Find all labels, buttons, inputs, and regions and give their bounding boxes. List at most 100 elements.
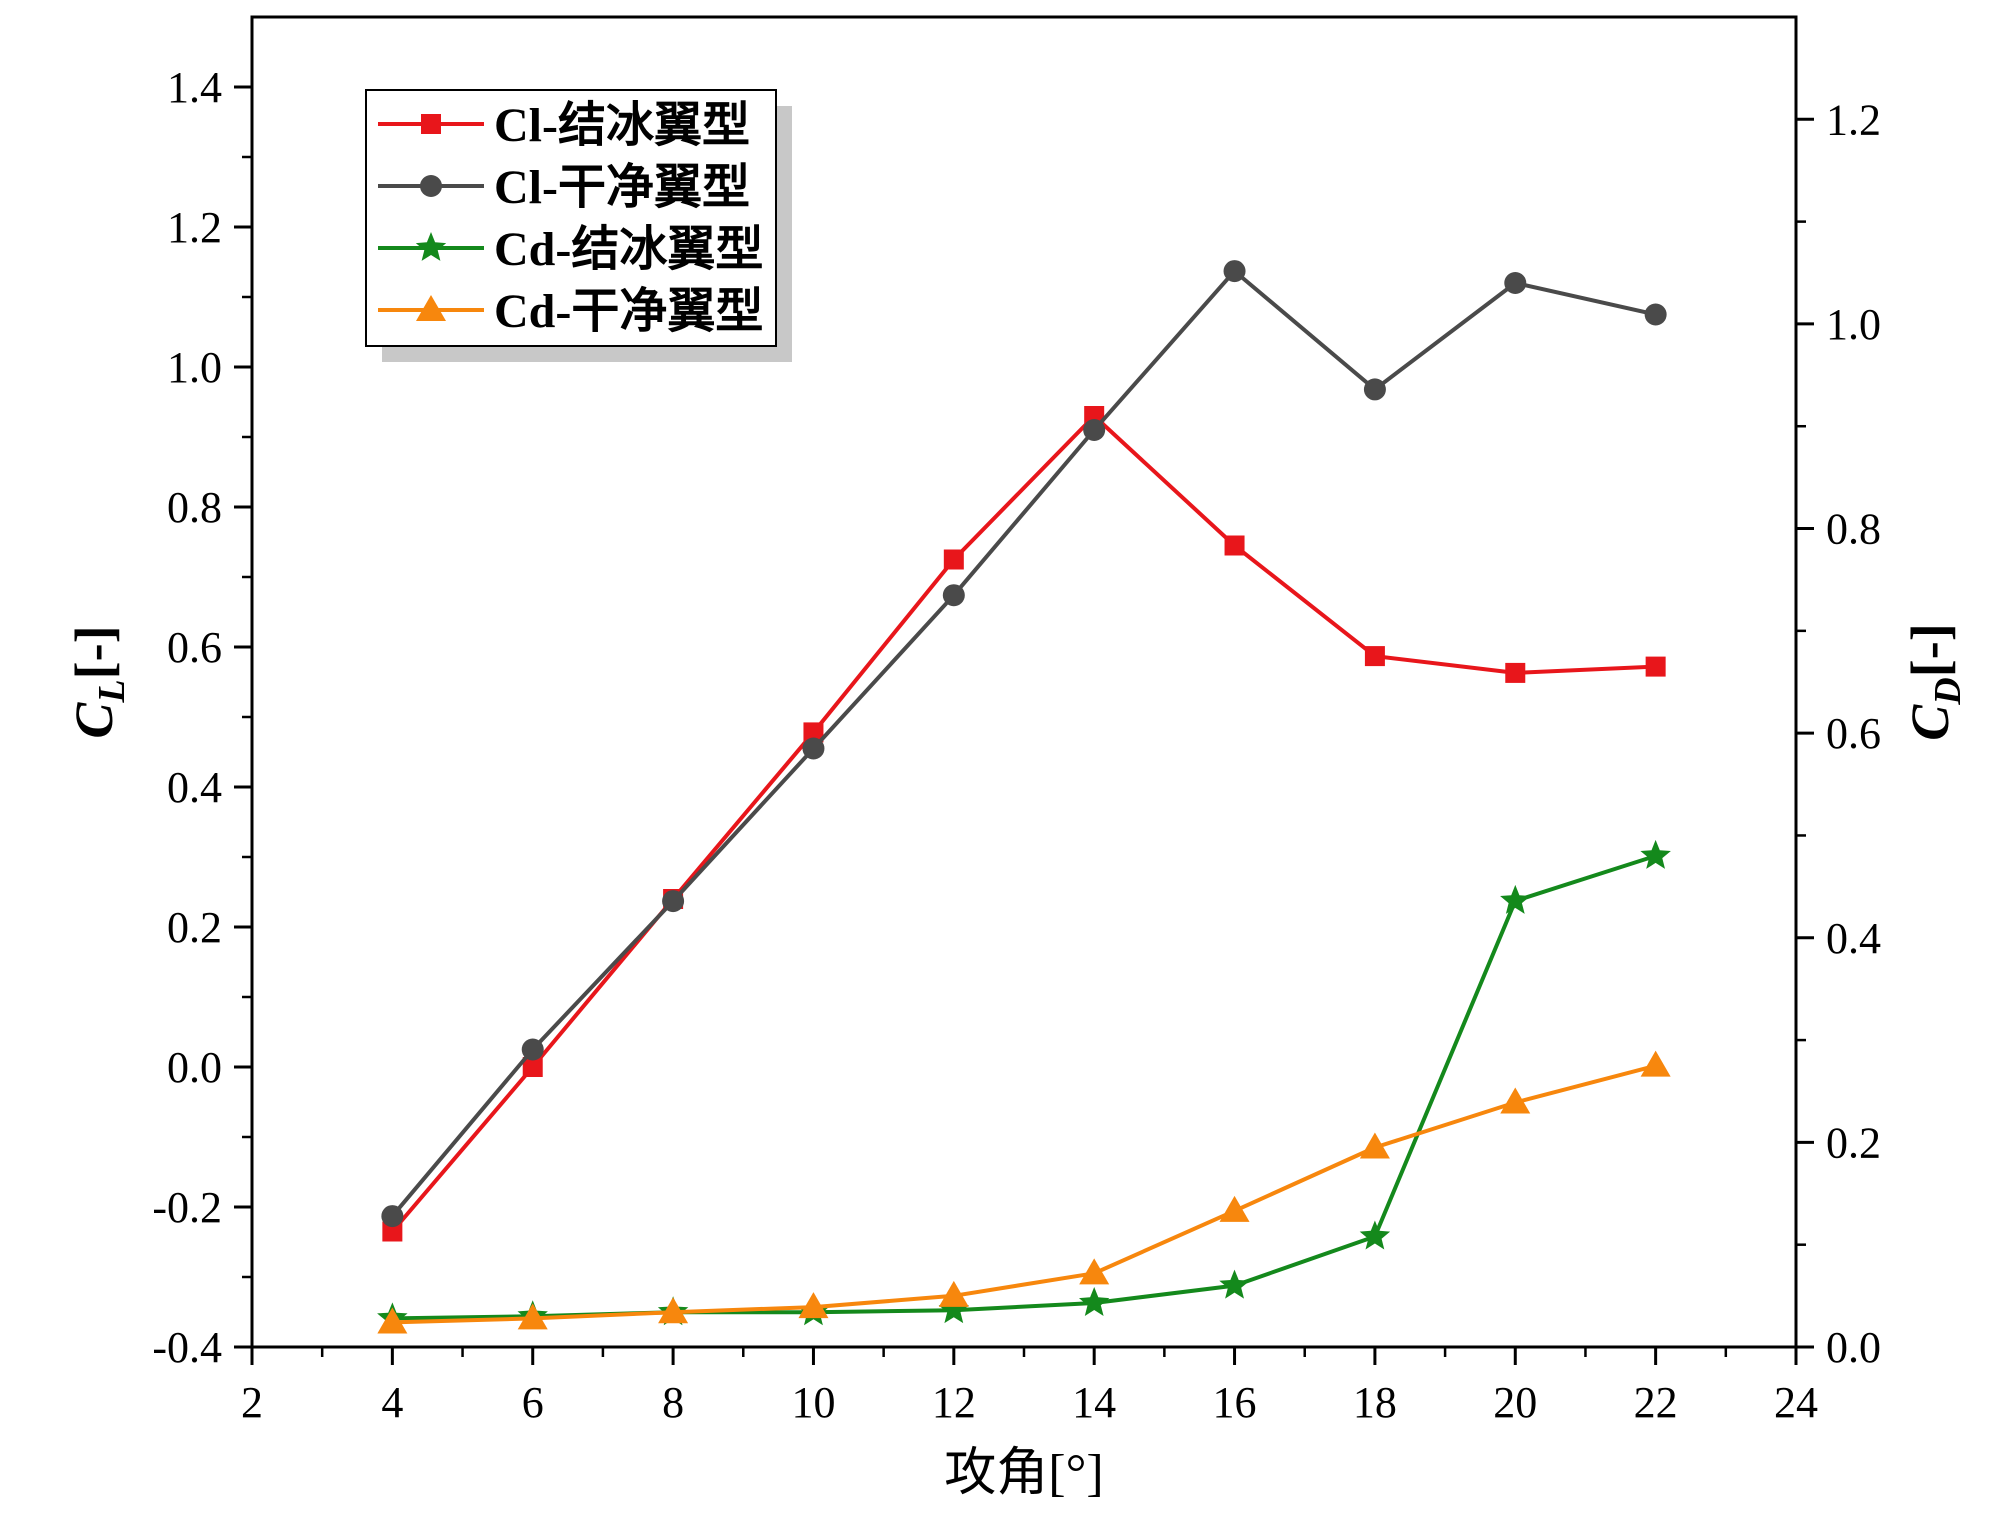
data-point bbox=[803, 722, 824, 743]
x-tick-label: 16 bbox=[1213, 1378, 1257, 1427]
right-y-title-main: C bbox=[1900, 704, 1960, 741]
x-tick-label: 18 bbox=[1353, 1378, 1397, 1427]
x-tick-label: 8 bbox=[662, 1378, 684, 1427]
left-y-title-suffix: [-] bbox=[64, 625, 124, 679]
right-y-tick-label: 0.4 bbox=[1826, 914, 1881, 963]
data-point bbox=[1219, 1195, 1250, 1222]
right-y-tick-label: 1.2 bbox=[1826, 95, 1881, 144]
data-point bbox=[938, 1294, 969, 1324]
series-line bbox=[392, 853, 1657, 1321]
left-y-tick-label: 1.4 bbox=[167, 63, 222, 112]
data-point bbox=[1645, 656, 1666, 677]
data-point bbox=[1224, 535, 1245, 556]
left-y-tick-label: -0.2 bbox=[152, 1183, 222, 1232]
data-point bbox=[1079, 1287, 1110, 1316]
right-y-title-suffix: [-] bbox=[1900, 623, 1960, 677]
data-point bbox=[1223, 260, 1246, 283]
data-point bbox=[1640, 1050, 1671, 1077]
data-point bbox=[1364, 646, 1385, 667]
left-y-tick-label: 1.0 bbox=[167, 343, 222, 392]
right-y-tick-label: 0.6 bbox=[1826, 709, 1881, 758]
x-tick-label: 20 bbox=[1493, 1378, 1537, 1427]
legend: Cl-结冰翼型 Cl-干净翼型 Cd-结冰翼型 Cd-干净翼型 bbox=[365, 89, 792, 362]
data-point bbox=[1359, 1220, 1391, 1250]
svg-text:CL[-]: CL[-] bbox=[64, 625, 133, 738]
series-line bbox=[390, 269, 1657, 1218]
legend-marker bbox=[415, 232, 447, 261]
left-y-tick-label: 0.4 bbox=[167, 763, 222, 812]
right-y-axis-title: CD[-] bbox=[1900, 623, 1969, 740]
right-y-tick-label: 0.2 bbox=[1826, 1118, 1881, 1167]
x-tick-label: 4 bbox=[381, 1378, 403, 1427]
data-point bbox=[1359, 1132, 1390, 1159]
left-y-title-sub: L bbox=[91, 679, 133, 703]
right-y-axis-ticks: 0.0 0.2 0.4 0.6 0.8 1.0 1.2 bbox=[1796, 95, 1881, 1372]
x-tick-label: 22 bbox=[1634, 1378, 1678, 1427]
legend-marker bbox=[421, 114, 441, 134]
left-y-tick-label: 1.2 bbox=[167, 203, 222, 252]
data-point bbox=[1500, 1087, 1531, 1114]
legend-marker bbox=[416, 295, 446, 321]
legend-label: Cd-结冰翼型 bbox=[494, 223, 763, 276]
legend-label: Cl-干净翼型 bbox=[494, 161, 750, 214]
series-3 bbox=[377, 1050, 1671, 1334]
legend-item-3: Cd-干净翼型 bbox=[378, 285, 763, 338]
data-point bbox=[521, 1038, 544, 1061]
data-point bbox=[802, 737, 825, 760]
left-y-axis-title: CL[-] bbox=[64, 625, 133, 738]
legend-item-2: Cd-结冰翼型 bbox=[378, 223, 763, 276]
right-y-tick-label: 1.0 bbox=[1826, 300, 1881, 349]
data-point bbox=[1219, 1269, 1250, 1299]
x-tick-label: 12 bbox=[932, 1378, 976, 1427]
x-axis-title: 攻角[°] bbox=[944, 1445, 1103, 1502]
data-point bbox=[1083, 419, 1106, 441]
svg-text:CD[-]: CD[-] bbox=[1900, 623, 1969, 740]
data-point bbox=[943, 549, 964, 570]
right-y-title-sub: D bbox=[1927, 677, 1969, 705]
data-point bbox=[377, 1307, 408, 1334]
left-y-tick-label: 0.6 bbox=[167, 623, 222, 672]
data-point bbox=[1504, 272, 1527, 294]
legend-label: Cl-结冰翼型 bbox=[494, 99, 750, 152]
data-point bbox=[662, 890, 685, 913]
series-1 bbox=[381, 260, 1667, 1228]
x-tick-label: 2 bbox=[241, 1378, 263, 1427]
legend-item-1: Cl-干净翼型 bbox=[378, 161, 750, 214]
x-tick-label: 10 bbox=[791, 1378, 835, 1427]
data-point bbox=[798, 1292, 829, 1319]
left-y-tick-label: -0.4 bbox=[152, 1323, 222, 1372]
data-point bbox=[1079, 1258, 1110, 1285]
legend-label: Cd-干净翼型 bbox=[494, 285, 763, 338]
left-y-tick-label: 0.2 bbox=[167, 903, 222, 952]
data-point bbox=[942, 584, 965, 607]
data-point bbox=[1505, 662, 1526, 683]
data-point bbox=[381, 1205, 404, 1228]
data-point bbox=[938, 1280, 969, 1307]
legend-marker bbox=[420, 175, 442, 197]
x-tick-label: 6 bbox=[522, 1378, 544, 1427]
x-tick-label: 14 bbox=[1072, 1378, 1116, 1427]
x-tick-label: 24 bbox=[1774, 1378, 1818, 1427]
data-point bbox=[1500, 884, 1531, 914]
legend-item-0: Cl-结冰翼型 bbox=[378, 99, 750, 152]
right-y-tick-label: 0.8 bbox=[1826, 505, 1881, 554]
data-point bbox=[658, 1297, 689, 1324]
series-line bbox=[392, 1063, 1657, 1325]
data-point bbox=[522, 1057, 543, 1077]
left-y-tick-label: 0.8 bbox=[167, 483, 222, 532]
right-y-tick-label: 0.0 bbox=[1826, 1323, 1881, 1372]
series-line bbox=[390, 414, 1656, 1233]
left-y-tick-label: 0.0 bbox=[167, 1043, 222, 1092]
data-point bbox=[517, 1303, 548, 1330]
data-point bbox=[382, 1221, 403, 1242]
data-point bbox=[1640, 839, 1671, 869]
data-point bbox=[1644, 303, 1667, 326]
series-layer bbox=[377, 260, 1671, 1334]
left-y-title-main: C bbox=[64, 702, 124, 739]
left-y-axis-ticks: -0.4 -0.2 0.0 0.2 0.4 0.6 0.8 1.0 1.2 1.4 bbox=[152, 63, 252, 1372]
x-axis-ticks: 2 4 6 8 10 12 14 16 18 20 22 24 bbox=[241, 1347, 1818, 1427]
data-point bbox=[1363, 378, 1386, 401]
series-2 bbox=[377, 839, 1671, 1332]
